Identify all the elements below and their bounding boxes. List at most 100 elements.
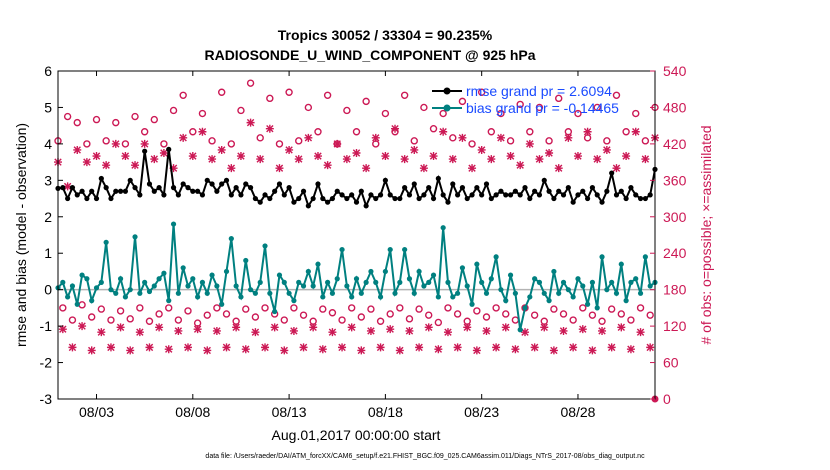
rmse-point (89, 188, 95, 194)
obs-assimilated-point (636, 328, 645, 337)
obs-possible-point (477, 88, 486, 96)
obs-assimilated-point (492, 343, 501, 352)
rmse-point (464, 195, 470, 202)
obs-assimilated-point (193, 325, 202, 334)
obs-possible-point (386, 310, 394, 318)
rmse-point (609, 170, 615, 176)
obs-possible-point (203, 311, 211, 319)
rmse-point (93, 195, 100, 202)
obs-possible-point (646, 311, 654, 319)
bias-point (281, 279, 287, 285)
obs-assimilated-point (376, 343, 385, 352)
rmse-point (339, 192, 345, 198)
obs-assimilated-point (232, 323, 241, 332)
rmse-point (98, 175, 104, 182)
bias-point (430, 272, 437, 278)
bias-point (74, 301, 80, 307)
obs-possible-point (116, 307, 125, 315)
bias-point (613, 290, 620, 296)
obs-possible-point (280, 316, 288, 324)
bias-point (65, 294, 71, 300)
rmse-point (474, 185, 480, 191)
bias-point (329, 290, 336, 296)
rmse-point (108, 195, 114, 202)
rmse-point (507, 192, 514, 198)
rmse-point (613, 192, 620, 198)
y-right-tick-label: 120 (663, 318, 687, 334)
obs-assimilated-point (227, 164, 236, 173)
rmse-point (440, 192, 446, 198)
rmse-point (281, 192, 287, 198)
obs-possible-point (222, 310, 231, 318)
obs-possible-point (502, 310, 510, 318)
obs-possible-point (545, 137, 553, 145)
rmse-point (315, 181, 321, 187)
obs-possible-point (107, 316, 115, 324)
obs-assimilated-point (145, 343, 154, 352)
obs-possible-point (506, 137, 515, 145)
bias-point (238, 294, 244, 300)
obs-assimilated-point (395, 346, 404, 355)
bias-point (445, 279, 451, 285)
bias-point (151, 283, 157, 289)
obs-possible-point (97, 305, 106, 313)
rmse-point (257, 199, 263, 205)
rmse-point (647, 192, 653, 198)
bias-point (551, 268, 557, 275)
obs-assimilated-point (434, 345, 443, 354)
obs-possible-point (160, 140, 168, 148)
bias-point (464, 283, 470, 289)
rmse-point (122, 188, 129, 194)
obs-assimilated-point (415, 343, 424, 352)
rmse-point (589, 185, 596, 191)
obs-assimilated-point (530, 343, 539, 352)
obs-possible-point (376, 317, 385, 325)
legend-marker-bias (443, 104, 451, 112)
bias-point (286, 290, 292, 296)
bias-point (199, 279, 206, 285)
obs-possible-point (352, 128, 361, 136)
rmse-point (267, 195, 273, 202)
rmse-point (565, 185, 571, 191)
bias-point (320, 294, 326, 300)
bias-point (474, 261, 480, 267)
rmse-point (483, 181, 490, 187)
rmse-point (320, 195, 326, 202)
rmse-series (55, 146, 658, 209)
rmse-point (204, 177, 210, 183)
y-axis-right-label: # of obs: o=possible; ×=assimilated (698, 125, 714, 344)
bias-point (455, 290, 461, 296)
x-tick-label: 08/13 (272, 404, 307, 420)
rmse-point (305, 203, 311, 209)
obs-possible-point (473, 307, 481, 315)
obs-assimilated-point (366, 326, 375, 335)
obs-assimilated-point (150, 155, 159, 164)
x-tick-label: 08/23 (464, 404, 499, 420)
bias-point (628, 279, 634, 285)
obs-possible-point (530, 311, 539, 319)
rmse-point (503, 192, 509, 198)
obs-assimilated-point (97, 328, 106, 337)
obs-assimilated-point (347, 323, 356, 332)
obs-possible-point (328, 309, 337, 317)
rmse-point (296, 195, 302, 202)
rmse-point (247, 185, 254, 191)
y-right-tick-label: 480 (663, 99, 687, 115)
legend-marker-rmse (443, 87, 451, 95)
rmse-point (166, 146, 172, 152)
rmse-point (209, 181, 215, 187)
obs-possible-point (468, 140, 476, 148)
obs-assimilated-point (164, 345, 173, 354)
obs-count-markers (54, 79, 659, 403)
bias-point (349, 294, 355, 300)
obs-assimilated-point (203, 346, 212, 355)
rmse-point (60, 185, 66, 191)
obs-assimilated-point (313, 152, 322, 161)
obs-possible-point (535, 103, 544, 112)
obs-assimilated-point (646, 343, 655, 352)
obs-assimilated-point (102, 161, 111, 170)
obs-assimilated-point (256, 155, 265, 164)
obs-assimilated-point (545, 149, 554, 157)
obs-assimilated-point (111, 139, 120, 148)
